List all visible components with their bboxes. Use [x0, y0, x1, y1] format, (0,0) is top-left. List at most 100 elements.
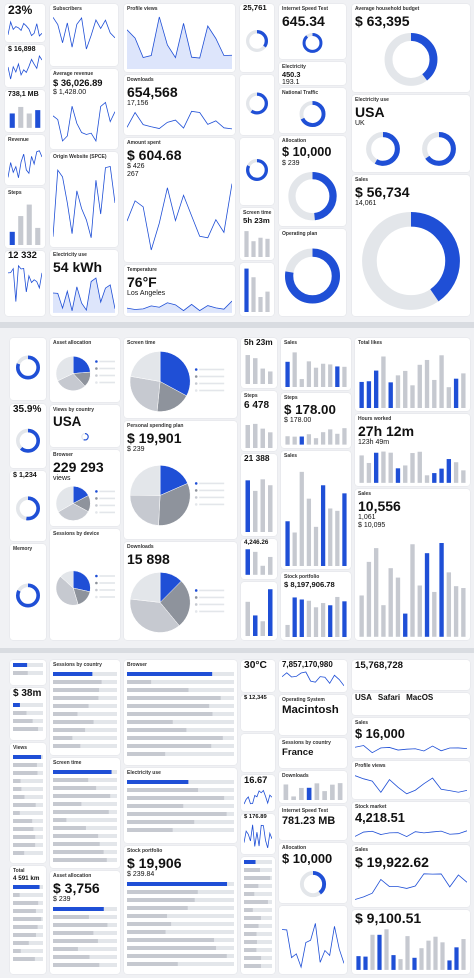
line [53, 101, 115, 142]
bar [127, 704, 210, 708]
card: National Traffic [279, 88, 346, 133]
bar [127, 672, 213, 676]
legend-line [199, 389, 225, 392]
card-title: Screen time [53, 760, 82, 766]
card: Stock portfolio $ 19,906 $ 239.84 [124, 846, 237, 974]
line [127, 300, 232, 312]
bar [446, 459, 452, 483]
bar-track [127, 930, 234, 935]
widget-graphic [244, 268, 270, 312]
bar [424, 553, 430, 637]
bar [127, 930, 166, 935]
widget-graphic [282, 923, 344, 969]
bar [13, 702, 20, 707]
primary-value: $ 63,395 [355, 13, 410, 29]
card-title: Electricity use [127, 770, 161, 776]
secondary-value: 1,061 [358, 514, 376, 522]
bar [127, 736, 223, 740]
bar [381, 451, 386, 483]
legend-dot [194, 375, 198, 378]
bar [377, 934, 382, 970]
legend-dot [95, 367, 98, 370]
primary-value: USA [355, 104, 385, 120]
widget-graphic [245, 423, 273, 448]
donut-arc [15, 496, 40, 521]
widget-graphic [384, 33, 438, 86]
legend-line [199, 596, 225, 599]
widget-graphic [127, 111, 232, 130]
donut-arc [15, 355, 40, 380]
bar [342, 428, 347, 445]
card [240, 75, 274, 135]
bar [253, 552, 258, 575]
bar [363, 956, 368, 970]
line [355, 744, 467, 753]
bar [388, 568, 393, 637]
bar [35, 110, 41, 128]
legend-dot [194, 603, 198, 606]
widget-graphic [127, 882, 234, 967]
bar [127, 720, 173, 724]
widget-graphic [359, 543, 466, 637]
card: Screen time 5h 23m [240, 208, 274, 260]
bar-track [13, 663, 43, 667]
bar [285, 521, 290, 566]
bar [53, 810, 109, 814]
bar [13, 933, 36, 938]
widget-graphic [53, 277, 115, 313]
bar [285, 624, 290, 637]
bar-track [13, 710, 43, 715]
card-title: Screen time [243, 210, 272, 216]
donut-arc [16, 428, 40, 453]
widget-graphic [285, 428, 347, 445]
bar [18, 216, 24, 245]
widget-graphic [355, 775, 467, 795]
bar [260, 368, 265, 384]
card: Steps $ 178.00 $ 178.00 [281, 393, 351, 448]
bar [127, 796, 225, 800]
card-title: Operating plan [282, 231, 318, 237]
bar [127, 752, 166, 756]
card: Origin Website (SPCE) [50, 152, 118, 247]
bar [446, 572, 452, 637]
bar [260, 428, 265, 448]
bar [251, 241, 256, 257]
line [127, 16, 232, 59]
bar [292, 597, 297, 637]
card-title: Electricity use [53, 252, 87, 258]
bar [245, 354, 250, 384]
card: Hours worked 27h 12m 123h 49m [355, 414, 470, 486]
bar [53, 794, 111, 798]
bar-track [13, 949, 43, 954]
bar [299, 599, 304, 637]
line [8, 150, 42, 178]
bar [381, 356, 386, 408]
card-title: Views by country [53, 407, 95, 413]
widget-graphic [245, 92, 269, 115]
bar [13, 941, 29, 946]
card: Sessions by country France [279, 738, 347, 768]
primary-value: 54 kWh [53, 259, 103, 275]
bar [13, 671, 28, 675]
bar [314, 783, 320, 800]
bar [432, 592, 437, 637]
widget-graphic [244, 860, 272, 968]
card: $ 1,234 [10, 471, 46, 541]
legend-line [199, 610, 225, 613]
card: 25,761 [240, 4, 274, 72]
pie-slice [129, 376, 161, 412]
bar [258, 296, 263, 312]
bar [433, 936, 438, 970]
card: Average revenue $ 36,026.89 $ 1,428.00 [50, 69, 118, 149]
bar [373, 370, 379, 408]
bar [373, 452, 379, 483]
bar [342, 601, 347, 637]
bar [398, 959, 403, 970]
bar [127, 906, 188, 911]
primary-value: 654,568 [127, 84, 178, 100]
widget-graphic [81, 433, 89, 441]
bar [53, 704, 89, 708]
bar [268, 589, 273, 636]
bar [426, 940, 431, 970]
bar [342, 366, 347, 387]
